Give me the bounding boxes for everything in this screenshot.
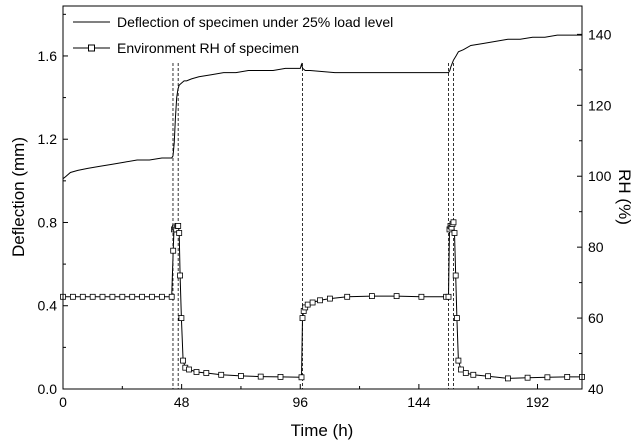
series-1-point <box>453 315 460 322</box>
series-1-point <box>450 219 457 226</box>
series-1-point <box>149 293 155 300</box>
x-tick-label: 48 <box>174 394 190 410</box>
series-1-point <box>317 297 323 304</box>
series-1-point <box>193 369 200 375</box>
series-1-point <box>393 293 400 300</box>
series-1-point <box>170 247 177 254</box>
x-tick-label: 96 <box>292 394 308 410</box>
series-1-point <box>298 374 305 381</box>
series-1-point <box>524 374 531 381</box>
series-1-point <box>326 295 333 302</box>
series-1-point <box>299 315 306 322</box>
series-1-point <box>452 272 459 279</box>
series-1-point <box>175 222 182 229</box>
legend: Deflection of specimen under 25% load le… <box>73 14 393 56</box>
series-1-point <box>485 373 492 380</box>
series-1-point <box>462 370 469 376</box>
series-1-point <box>564 373 571 380</box>
series-line-0 <box>62 34 582 180</box>
series-layer <box>60 34 585 382</box>
series-1-point <box>457 366 464 373</box>
x-tick-label: 144 <box>407 394 431 410</box>
series-1-point <box>277 373 284 380</box>
y-right-tick-label: 80 <box>588 239 604 255</box>
series-1-point <box>445 293 452 300</box>
series-1-point <box>119 293 126 300</box>
series-1-point <box>109 293 116 300</box>
series-1-point <box>79 293 86 300</box>
y-left-tick-label: 0.8 <box>38 214 58 230</box>
y-right-tick-label: 40 <box>588 381 604 397</box>
series-1-point <box>455 357 462 364</box>
series-1-point <box>470 371 477 378</box>
series-1-point <box>168 293 175 300</box>
x-tick-label: 0 <box>59 394 67 410</box>
series-1-point <box>89 293 96 300</box>
x-tick-label: 192 <box>526 394 550 410</box>
y-axis-left-title: Deflection (mm) <box>9 137 28 257</box>
series-1-point <box>129 293 136 300</box>
y-left-tick-label: 0.0 <box>38 381 58 397</box>
series-1-point <box>368 293 375 300</box>
y-right-tick-label: 100 <box>588 168 612 184</box>
y-left-tick-label: 0.4 <box>38 298 58 314</box>
series-1-point <box>176 230 183 236</box>
series-1-point <box>544 374 551 381</box>
legend-label-deflection: Deflection of specimen under 25% load le… <box>117 14 393 30</box>
series-1-point <box>218 371 225 378</box>
y-left-tick-label: 1.2 <box>38 131 58 147</box>
series-1-point <box>344 293 351 300</box>
series-1-point <box>257 373 264 380</box>
series-1-point <box>451 230 458 236</box>
series-1-point <box>504 375 511 382</box>
series-1-point <box>186 366 192 373</box>
series-1-point <box>304 301 311 308</box>
x-axis-title: Time (h) <box>291 421 354 440</box>
reference-lines <box>172 63 454 389</box>
y-left-tick-label: 1.6 <box>38 48 58 64</box>
series-1-point <box>99 293 106 300</box>
series-1-point <box>139 293 146 300</box>
legend-marker-rh <box>88 44 95 52</box>
series-1-point <box>178 315 185 322</box>
series-1-point <box>177 272 184 279</box>
series-1-point <box>70 293 76 300</box>
legend-label-rh: Environment RH of specimen <box>117 40 299 56</box>
series-1-point <box>418 293 425 300</box>
ticks-layer: 0 48 96 144 192 0.0 0.4 0.8 1.2 1.6 40 60 80 100 120 14… <box>38 13 612 410</box>
y-right-tick-label: 120 <box>588 97 612 113</box>
y-right-tick-label: 60 <box>588 310 604 326</box>
series-1-point <box>237 372 244 379</box>
y-right-tick-label: 140 <box>588 26 612 42</box>
series-1-point <box>180 357 187 364</box>
plot-frame <box>62 5 583 390</box>
series-1-point <box>309 299 316 306</box>
series-1-point <box>203 370 210 376</box>
y-axis-right-title: RH (%) <box>615 169 633 225</box>
series-1-point <box>158 293 165 300</box>
